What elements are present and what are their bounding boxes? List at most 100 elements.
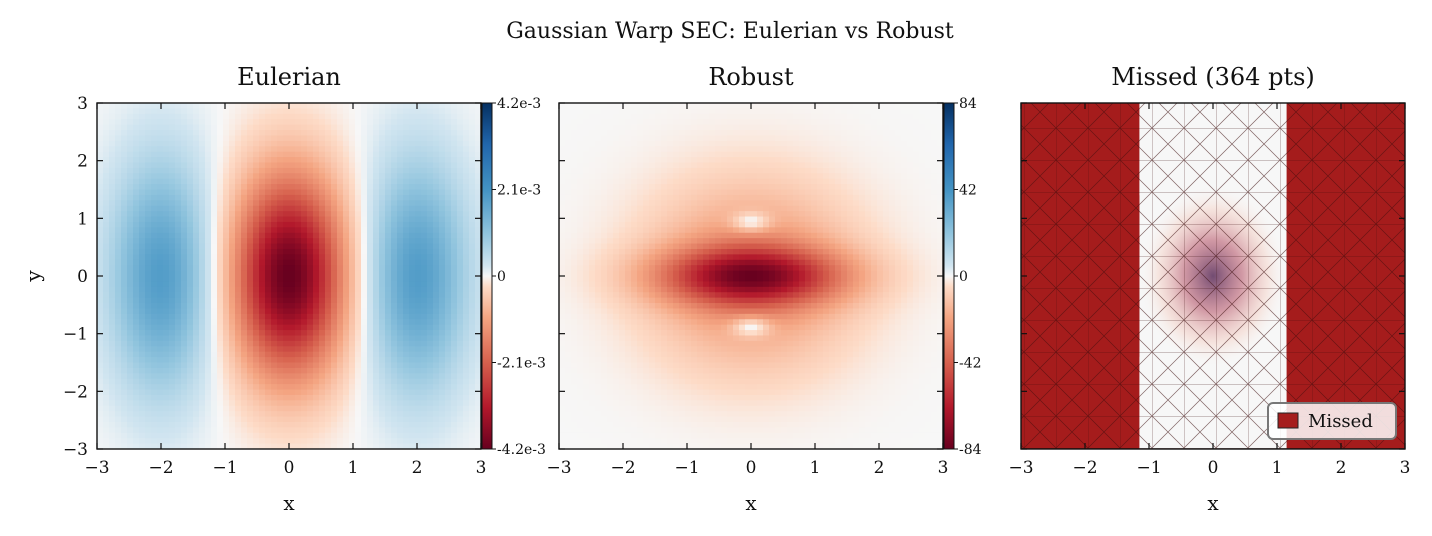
heatmap-cell [379,346,386,353]
heatmap-cell [97,113,104,120]
heatmap-cell [571,254,578,261]
heatmap-cell [259,384,266,391]
heatmap-cell [337,254,344,261]
heatmap-cell [277,270,284,277]
heatmap-cell [373,151,380,158]
heatmap-cell [463,411,470,418]
heatmap-cell [307,162,314,169]
heatmap-cell [379,173,386,180]
heatmap-cell [223,330,230,337]
heatmap-cell [391,405,398,412]
heatmap-cell [385,113,392,120]
heatmap-cell [589,259,596,266]
heatmap-cell [343,119,350,126]
heatmap-cell [187,259,194,266]
heatmap-cell [325,362,332,369]
heatmap-cell [385,357,392,364]
heatmap-cell [373,140,380,147]
heatmap-cell [601,427,608,434]
heatmap-cell [103,167,110,174]
heatmap-cell [163,421,170,428]
heatmap-cell [415,394,422,401]
heatmap-cell [589,216,596,223]
heatmap-cell [589,270,596,277]
heatmap-cell [265,146,272,153]
heatmap-cell [319,346,326,353]
heatmap-cell [607,286,614,293]
heatmap-cell [571,130,578,137]
heatmap-cell [289,373,296,380]
heatmap-cell [469,378,476,385]
heatmap-cell [625,319,632,326]
heatmap-cell [349,389,356,396]
heatmap-cell [355,443,362,449]
heatmap-cell [229,151,236,158]
heatmap-cell [403,416,410,423]
heatmap-cell [331,362,338,369]
heatmap-cell [589,340,596,347]
heatmap-cell [325,270,332,277]
heatmap-cell [619,270,626,277]
heatmap-cell [253,243,260,250]
heatmap-cell [463,216,470,223]
heatmap-cell [205,400,212,407]
heatmap-cell [313,281,320,288]
heatmap-cell [139,303,146,310]
heatmap-cell [373,232,380,239]
heatmap-cell [445,135,452,142]
heatmap-cell [115,286,122,293]
heatmap-cell [349,384,356,391]
heatmap-cell [451,173,458,180]
heatmap-cell [295,394,302,401]
heatmap-cell [601,135,608,142]
heatmap-cell [181,362,188,369]
heatmap-cell [187,421,194,428]
heatmap-cell [223,151,230,158]
heatmap-cell [265,421,272,428]
heatmap-cell [193,400,200,407]
heatmap-cell [571,227,578,234]
heatmap-cell [349,297,356,304]
heatmap-cell [583,189,590,196]
heatmap-cell [295,248,302,255]
heatmap-cell [577,146,584,153]
heatmap-cell [619,384,626,391]
heatmap-cell [331,297,338,304]
heatmap-cell [613,303,620,310]
heatmap-cell [463,389,470,396]
heatmap-cell [175,243,182,250]
heatmap-cell [583,330,590,337]
heatmap-cell [589,140,596,147]
heatmap-cell [283,146,290,153]
heatmap-cell [403,124,410,131]
heatmap-cell [379,400,386,407]
heatmap-cell [211,319,218,326]
heatmap-cell [205,405,212,412]
heatmap-cell [265,346,272,353]
heatmap-cell [445,346,452,353]
heatmap-cell [175,411,182,418]
heatmap-cell [247,221,254,228]
heatmap-cell [193,259,200,266]
heatmap-cell [277,400,284,407]
heatmap-cell [187,427,194,434]
heatmap-cell [637,443,644,449]
heatmap-cell [577,221,584,228]
heatmap-cell [199,313,206,320]
heatmap-cell [241,340,248,347]
heatmap-cell [193,205,200,212]
heatmap-cell [367,113,374,120]
heatmap-cell [277,259,284,266]
heatmap-cell [391,308,398,315]
heatmap-cell [433,389,440,396]
heatmap-cell [331,427,338,434]
heatmap-cell [289,281,296,288]
heatmap-cell [397,357,404,364]
heatmap-cell [421,373,428,380]
heatmap-cell [295,286,302,293]
heatmap-cell [589,384,596,391]
heatmap-cell [415,438,422,445]
heatmap-cell [253,178,260,185]
heatmap-cell [457,248,464,255]
heatmap-cell [433,276,440,283]
